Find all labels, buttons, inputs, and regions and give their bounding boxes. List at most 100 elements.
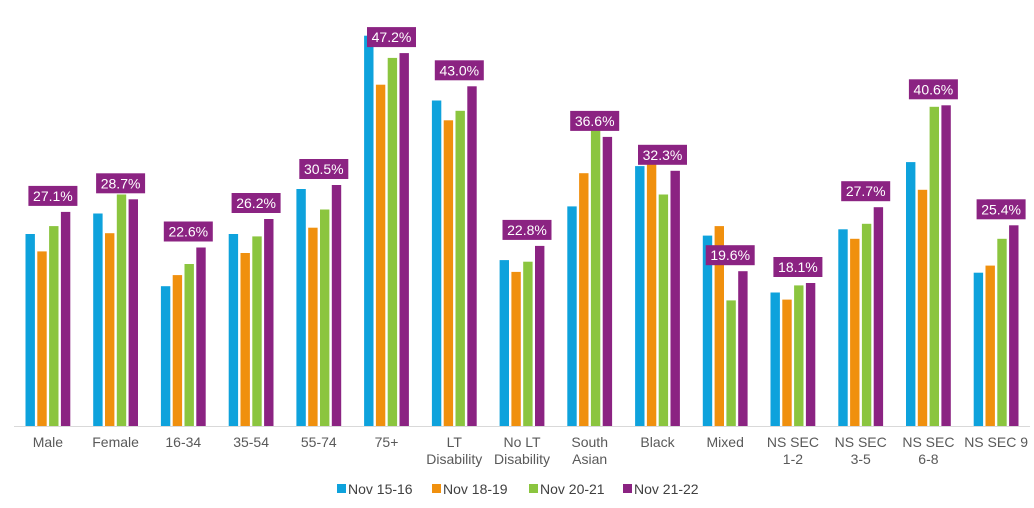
category-label-line: NS SEC 9: [964, 434, 1028, 450]
bar-nov-15-16-8: [567, 206, 577, 426]
category-label-line: No LT: [503, 434, 541, 450]
bar-nov-20-21-13: [929, 106, 939, 427]
data-label-box-5: [367, 27, 416, 48]
data-label-box-13: [908, 79, 958, 100]
legend-swatch-2: [529, 484, 538, 493]
category-label-4: 55-74: [301, 434, 337, 450]
bar-nov-21-22-4: [331, 185, 342, 426]
data-label-box-14: [976, 199, 1026, 220]
category-label-8: South Asian: [571, 434, 608, 467]
data-labels: 27.1% 28.7% 22.6% 26.2% 30.5% 47.2% 43.0% 22.8%…: [28, 27, 1026, 277]
category-label-3: 35-54: [233, 434, 269, 450]
bar-nov-21-22-6: [467, 86, 477, 427]
category-labels: Male Female 16-34 35-54 55-74 75+ LT Disability…: [33, 434, 1028, 467]
legend-label-3: Nov 21-22: [634, 481, 699, 497]
bar-nov-21-22-7: [535, 245, 545, 426]
category-label-line: Female: [92, 434, 139, 450]
category-label-0: Male: [33, 434, 64, 450]
bar-nov-18-19-9: [646, 147, 657, 426]
bar-nov-21-22-5: [399, 53, 409, 426]
legend-label-1: Nov 18-19: [443, 481, 508, 497]
bar-nov-21-22-9: [670, 170, 680, 426]
bar-nov-15-16-6: [431, 100, 442, 426]
bar-nov-15-16-7: [499, 260, 509, 426]
data-label-7: 22.8%: [507, 222, 547, 238]
bar-nov-20-21-14: [997, 238, 1007, 426]
bar-nov-15-16-10: [702, 235, 713, 426]
legend-swatch-3: [623, 484, 632, 493]
data-label-box-6: [434, 60, 484, 81]
bar-nov-15-16-2: [160, 286, 171, 426]
bar-nov-20-21-12: [861, 223, 872, 426]
category-label-line: 1-2: [783, 451, 803, 467]
bar-nov-18-19-3: [240, 253, 250, 426]
bar-nov-20-21-8: [590, 130, 601, 426]
category-label-line: South: [571, 434, 608, 450]
bar-nov-18-19-14: [985, 265, 995, 426]
category-label-5: 75+: [375, 434, 399, 450]
bar-nov-21-22-1: [128, 199, 138, 426]
bar-nov-21-22-14: [1009, 225, 1019, 426]
bar-nov-20-21-7: [523, 261, 533, 426]
legend: Nov 15-16 Nov 18-19 Nov 20-21 Nov 21-22: [337, 481, 699, 497]
data-label-box-12: [841, 181, 891, 202]
category-label-7: No LT Disability: [494, 434, 550, 467]
bar-nov-18-19-4: [308, 227, 318, 426]
data-label-10: 19.6%: [710, 247, 750, 263]
category-label-line: Mixed: [707, 434, 744, 450]
category-label-line: Disability: [426, 451, 482, 467]
bar-nov-20-21-11: [794, 285, 804, 426]
bar-nov-15-16-4: [296, 189, 306, 426]
data-label-8: 36.6%: [575, 113, 615, 129]
category-label-line: Disability: [494, 451, 550, 467]
data-label-3: 26.2%: [236, 195, 276, 211]
category-label-13: NS SEC 6-8: [902, 434, 954, 467]
category-label-line: NS SEC: [902, 434, 954, 450]
category-label-line: 35-54: [233, 434, 269, 450]
bar-nov-20-21-5: [387, 57, 398, 427]
category-label-line: Black: [640, 434, 675, 450]
bar-nov-18-19-7: [511, 271, 521, 426]
category-label-11: NS SEC 1-2: [767, 434, 819, 467]
legend-swatch-0: [337, 484, 346, 493]
bar-nov-20-21-4: [320, 209, 330, 426]
category-label-14: NS SEC 9: [964, 434, 1028, 450]
category-label-2: 16-34: [165, 434, 201, 450]
data-label-1: 28.7%: [101, 175, 141, 191]
category-label-line: 6-8: [918, 451, 938, 467]
bar-nov-18-19-1: [105, 233, 115, 426]
data-label-box-2: [163, 221, 213, 242]
data-label-box-11: [773, 257, 823, 277]
data-label-box-4: [299, 159, 349, 179]
bar-nov-20-21-1: [116, 194, 127, 426]
bar-nov-21-22-3: [264, 219, 274, 426]
bar-nov-20-21-2: [184, 264, 194, 426]
data-label-2: 22.6%: [168, 224, 208, 240]
category-label-12: NS SEC 3-5: [835, 434, 887, 467]
bar-nov-21-22-12: [873, 207, 884, 426]
bar-nov-18-19-0: [37, 251, 47, 426]
bar-nov-15-16-12: [838, 229, 848, 426]
category-label-line: 3-5: [851, 451, 871, 467]
data-label-6: 43.0%: [439, 62, 479, 78]
category-label-line: 55-74: [301, 434, 337, 450]
bar-nov-18-19-5: [375, 84, 386, 426]
bar-nov-15-16-14: [973, 272, 984, 426]
category-label-6: LT Disability: [426, 434, 482, 467]
data-label-box-1: [96, 173, 146, 194]
legend-label-0: Nov 15-16: [348, 481, 413, 497]
data-label-14: 25.4%: [981, 201, 1021, 217]
bar-nov-18-19-12: [850, 238, 860, 426]
bar-nov-15-16-1: [93, 213, 103, 426]
bar-nov-21-22-8: [602, 136, 613, 426]
category-label-line: 75+: [375, 434, 399, 450]
bar-nov-18-19-11: [782, 299, 792, 426]
legend-label-2: Nov 20-21: [540, 481, 605, 497]
bar-nov-18-19-2: [172, 275, 183, 426]
bar-nov-15-16-0: [25, 234, 35, 426]
bar-nov-21-22-13: [941, 105, 951, 427]
bar-nov-15-16-13: [906, 162, 916, 426]
data-label-13: 40.6%: [914, 81, 954, 97]
category-label-line: Male: [33, 434, 64, 450]
